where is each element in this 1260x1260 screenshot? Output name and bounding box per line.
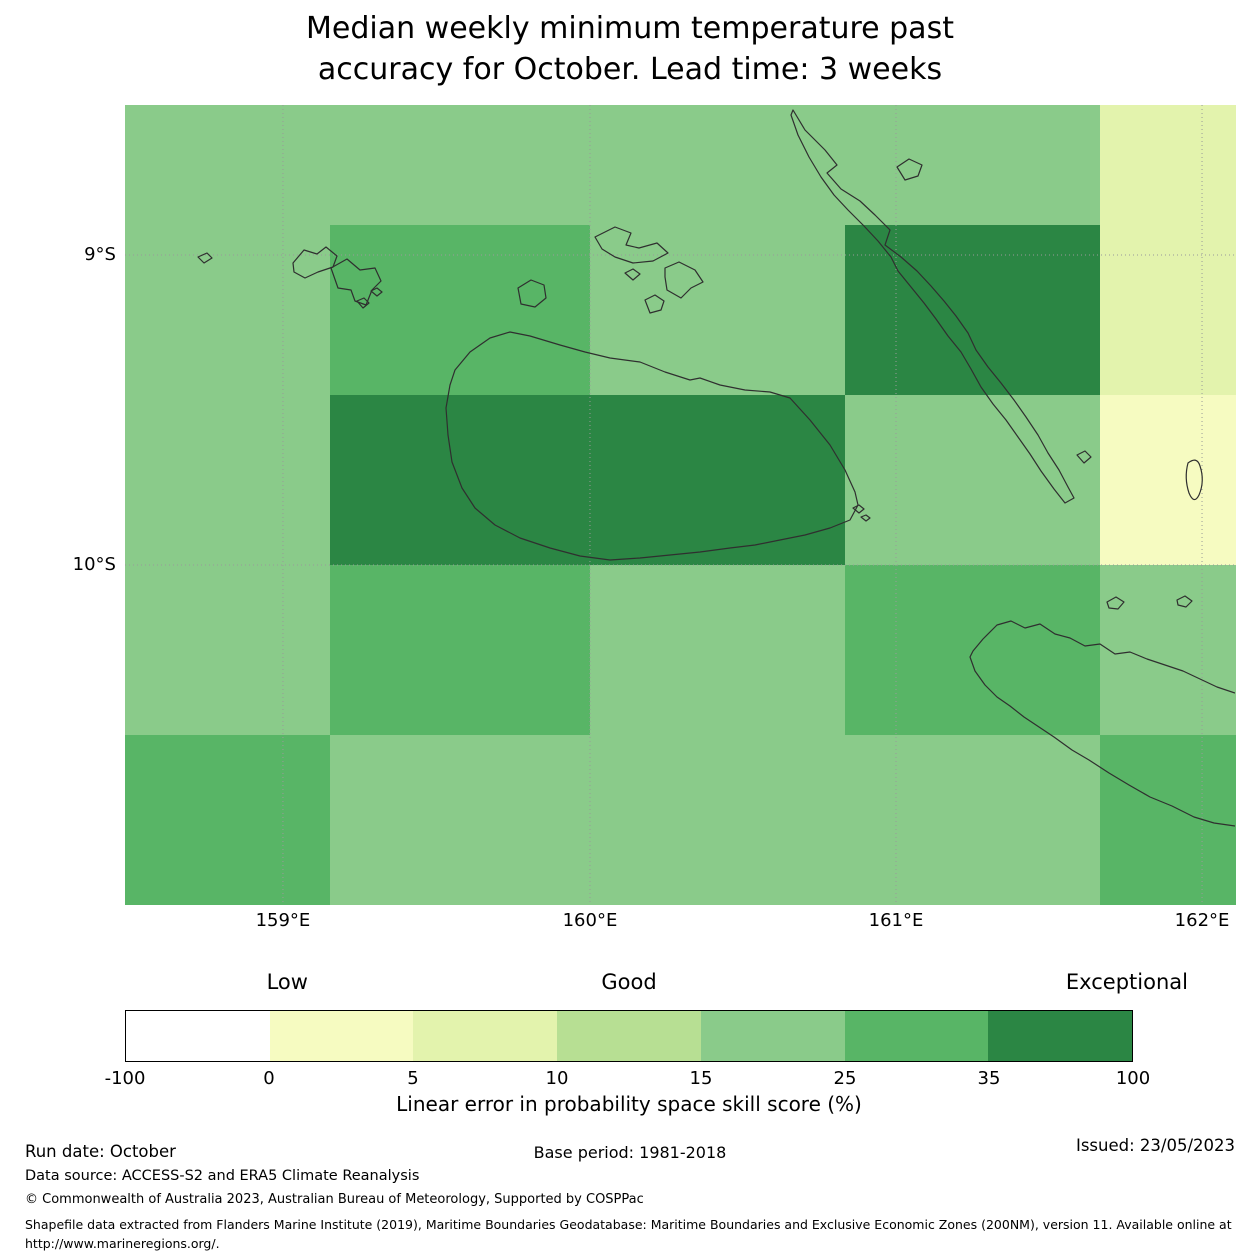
x-tick-label: 160°E: [562, 910, 618, 931]
x-tick-label: 159°E: [255, 910, 311, 931]
coastline-islet: [860, 514, 871, 522]
coastline-new-georgia: [330, 258, 382, 306]
heatmap-cell: [844, 105, 1101, 226]
colorbar-label-low: Low: [266, 970, 308, 994]
heatmap-cell: [1100, 565, 1236, 736]
colorbar-label-exceptional: Exceptional: [1065, 970, 1188, 994]
heatmap-cell: [589, 225, 846, 396]
run-date-text: Run date: October: [25, 1142, 176, 1161]
colorbar: [125, 1010, 1133, 1062]
heatmap-cell: [844, 565, 1101, 736]
coastline-new-georgia: [197, 252, 213, 264]
heatmap-cell: [844, 735, 1101, 906]
issued-date-text: Issued: 23/05/2023: [1075, 1136, 1235, 1155]
heatmap-cells: [125, 105, 1236, 906]
coastline-new-georgia: [292, 246, 338, 279]
coastline-florida: [664, 261, 704, 299]
colorbar-segment: [844, 1011, 989, 1061]
heatmap-cell: [844, 395, 1101, 566]
gridline-svg: [125, 105, 1235, 905]
coastline-guadalcanal: [445, 331, 859, 561]
colorbar-segment: [413, 1011, 558, 1061]
heatmap-cell: [330, 225, 591, 396]
colorbar-segment: [126, 1011, 270, 1061]
x-tick-label: 161°E: [868, 910, 924, 931]
y-axis: 9°S 10°S: [0, 105, 116, 905]
coastline-islet: [624, 268, 641, 281]
coastline-islet: [370, 287, 383, 297]
heatmap-cell: [125, 395, 331, 566]
coastline-islet: [1176, 595, 1193, 608]
heatmap-cell: [330, 105, 591, 226]
heatmap-cell: [125, 225, 331, 396]
colorbar-tick-label: 0: [263, 1068, 275, 1089]
base-period-text: Base period: 1981-2018: [533, 1143, 727, 1162]
heatmap-cell: [589, 565, 846, 736]
heatmap-cell: [589, 395, 846, 566]
colorbar-tick-label: 15: [689, 1068, 713, 1089]
shapefile-note: Shapefile data extracted from Flanders M…: [25, 1217, 1232, 1251]
y-tick-label: 10°S: [72, 554, 116, 575]
colorbar-tick-labels: -100 0 5 10 15 25 35 100: [105, 1068, 1151, 1092]
heatmap-cell: [330, 565, 591, 736]
heatmap-cell: [125, 105, 331, 226]
heatmap-cell: [125, 735, 331, 906]
x-tick-label: 162°E: [1174, 910, 1230, 931]
chart-title: Median weekly minimum temperature past a…: [306, 11, 954, 87]
copyright-text: © Commonwealth of Australia 2023, Austra…: [25, 1192, 644, 1207]
coastline-islet: [1076, 450, 1092, 464]
coastline-florida: [594, 226, 669, 264]
colorbar-segment: [700, 1011, 845, 1061]
colorbar-quality-labels: Low Good Exceptional: [125, 970, 1188, 1000]
colorbar-segment: [557, 1011, 701, 1061]
colorbar-label-good: Good: [601, 970, 657, 994]
heatmap-cell: [1100, 105, 1236, 226]
heatmap-cell: [125, 565, 331, 736]
colorbar-tick-label: 5: [407, 1068, 419, 1089]
colorbar-segment: [988, 1011, 1133, 1061]
colorbar-caption: Linear error in probability space skill …: [396, 1092, 862, 1116]
heatmap-cell: [1100, 225, 1236, 396]
heatmap-cell: [1100, 735, 1236, 906]
colorbar-segment: [269, 1011, 414, 1061]
coastline-islet: [852, 504, 865, 514]
coastline-islet: [1185, 459, 1203, 501]
colorbar-tick-label: 35: [977, 1068, 1001, 1089]
x-axis: 159°E 160°E 161°E 162°E: [125, 910, 1235, 936]
coastline-islet: [356, 297, 370, 309]
heatmap-cell: [589, 105, 846, 226]
heatmap-cell: [330, 735, 591, 906]
coastline-islet: [644, 294, 665, 314]
coastline-islet: [896, 158, 923, 181]
heatmap-cell: [1100, 395, 1236, 566]
colorbar-tick-label: 25: [833, 1068, 857, 1089]
coastline-islet: [1106, 596, 1125, 610]
data-source-text: Data source: ACCESS-S2 and ERA5 Climate …: [25, 1168, 420, 1184]
heatmap-cell: [589, 735, 846, 906]
colorbar-tick-label: -100: [104, 1068, 146, 1089]
heatmap-cell: [330, 395, 591, 566]
colorbar-tick-label: 100: [1115, 1068, 1151, 1089]
colorbar-tick-label: 10: [545, 1068, 569, 1089]
coastline-santa-isabel: [790, 109, 1075, 504]
map-plot: [125, 105, 1236, 906]
coastline-svg: [197, 109, 1235, 827]
coastline-russell: [517, 279, 547, 308]
y-tick-label: 9°S: [84, 244, 116, 265]
coastline-makira: [969, 620, 1235, 827]
